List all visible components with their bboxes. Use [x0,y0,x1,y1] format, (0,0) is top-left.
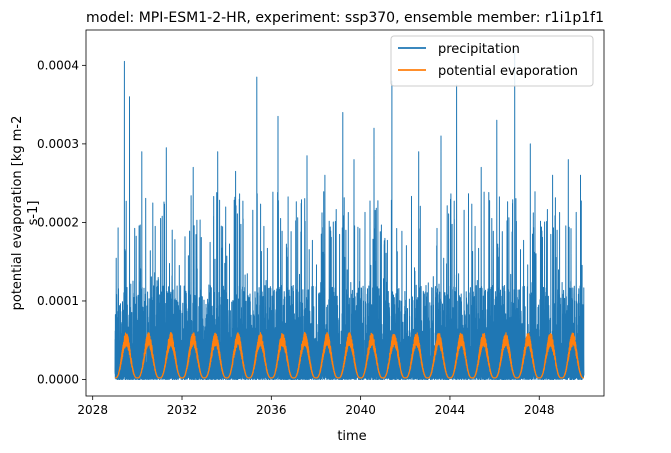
plot-frame [85,29,605,397]
x-axis: 2028 2032 2036 2040 2044 2048 [77,396,555,417]
legend-frame [390,35,594,87]
series-layer [114,49,585,380]
x-tick-label: 2028 [77,403,108,417]
legend: precipitation potential evaporation [390,35,594,87]
chart-title: model: MPI-ESM1-2-HR, experiment: ssp370… [86,10,604,26]
y-axis-label-line-1: potential evaporation [kg m-2 [10,116,25,311]
series-line-precipitation [114,49,585,380]
y-tick-label: 0.0000 [37,373,79,387]
x-axis-label: time [337,429,366,444]
series-line-potential-evaporation [114,331,585,379]
x-tick-label: 2048 [524,403,555,417]
y-tick-label: 0.0002 [37,215,79,229]
legend-label-potential-evaporation: potential evaporation [438,64,578,79]
y-tick-label: 0.0004 [37,58,79,72]
y-axis-label-line-2: s-1] [26,201,41,226]
legend-label-precipitation: precipitation [438,42,520,57]
y-axis: 0.0000 0.0001 0.0002 0.0003 0.0004 [37,58,86,387]
y-tick-label: 0.0001 [37,294,79,308]
x-tick-label: 2036 [256,403,287,417]
y-tick-label: 0.0003 [37,137,79,151]
x-tick-label: 2040 [345,403,376,417]
x-tick-label: 2044 [435,403,466,417]
x-tick-label: 2032 [167,403,198,417]
